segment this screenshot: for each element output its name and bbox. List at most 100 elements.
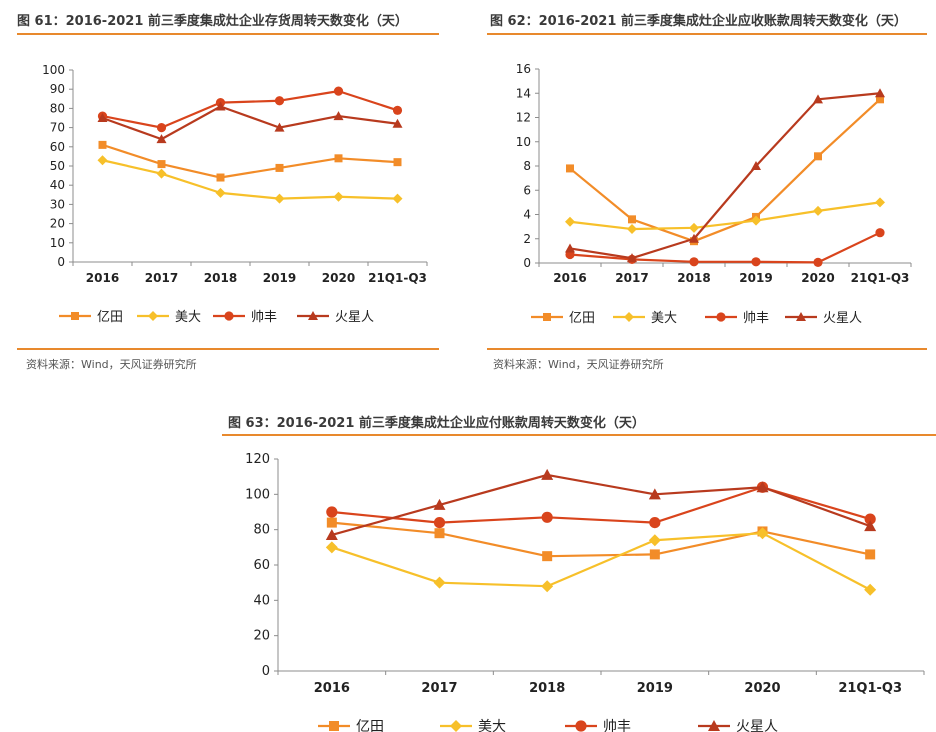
series-line-yitian bbox=[331, 521, 871, 558]
y-tick-label: 14 bbox=[516, 86, 531, 100]
y-tick-label: 60 bbox=[50, 140, 65, 154]
y-tick-label: 10 bbox=[516, 135, 531, 149]
series-line-yitian bbox=[102, 143, 398, 179]
x-tick-label: 2018 bbox=[204, 271, 237, 285]
legend-label-yitian: 亿田 bbox=[356, 719, 384, 732]
data-point-huoxingren bbox=[756, 481, 769, 493]
data-point-meida bbox=[875, 197, 885, 208]
data-point-meida bbox=[864, 583, 877, 596]
data-point-huoxingren bbox=[392, 118, 403, 128]
x-tick-label: 2019 bbox=[637, 681, 673, 696]
data-point-shuaifeng bbox=[864, 513, 876, 525]
legend-marker-meida bbox=[148, 311, 158, 321]
y-tick-label: 40 bbox=[253, 593, 270, 608]
data-point-meida bbox=[751, 215, 761, 226]
x-tick-label: 2019 bbox=[739, 271, 772, 285]
x-tick-label: 2020 bbox=[801, 271, 834, 285]
data-point-yitian bbox=[814, 152, 822, 161]
y-tick-label: 100 bbox=[42, 63, 65, 77]
legend-label-huoxingren: 火星人 bbox=[823, 311, 862, 326]
data-point-huoxingren bbox=[751, 161, 761, 170]
y-tick-label: 6 bbox=[523, 183, 531, 197]
legend-marker-huoxingren bbox=[308, 311, 318, 320]
legend-marker-shuaifeng bbox=[575, 720, 587, 732]
legend-label-huoxingren: 火星人 bbox=[736, 719, 778, 732]
data-point-yitian bbox=[98, 140, 107, 149]
data-point-shuaifeng bbox=[649, 517, 661, 529]
x-tick-label: 2019 bbox=[263, 271, 296, 285]
y-tick-label: 20 bbox=[253, 629, 270, 644]
data-point-huoxingren bbox=[864, 520, 877, 532]
legend-marker-yitian bbox=[71, 312, 79, 320]
y-tick-label: 0 bbox=[523, 256, 531, 270]
legend-label-shuaifeng: 帅丰 bbox=[251, 310, 277, 325]
figure-61-bottom-rule bbox=[17, 348, 439, 350]
legend-marker-yitian bbox=[329, 721, 339, 731]
legend-label-shuaifeng: 帅丰 bbox=[743, 311, 769, 326]
figure-62-bottom-rule bbox=[487, 348, 927, 350]
series-line-meida bbox=[102, 159, 398, 200]
data-point-yitian bbox=[434, 528, 445, 539]
figure-62-top-rule bbox=[487, 33, 927, 35]
data-point-huoxingren bbox=[433, 498, 446, 510]
series-line-meida bbox=[331, 532, 871, 591]
data-point-meida bbox=[689, 222, 699, 233]
y-tick-label: 0 bbox=[57, 255, 65, 269]
data-point-huoxingren bbox=[648, 488, 661, 500]
data-point-huoxingren bbox=[689, 233, 699, 243]
data-point-yitian bbox=[628, 215, 636, 224]
data-point-huoxingren bbox=[325, 528, 338, 540]
x-tick-label: 2020 bbox=[744, 681, 780, 696]
series-line-yitian bbox=[569, 98, 881, 243]
data-point-shuaifeng bbox=[813, 257, 823, 267]
y-tick-label: 60 bbox=[253, 558, 270, 573]
legend-label-meida: 美大 bbox=[651, 311, 677, 326]
data-point-huoxingren bbox=[565, 243, 575, 253]
y-tick-label: 90 bbox=[50, 82, 65, 96]
data-point-huoxingren bbox=[97, 113, 108, 122]
data-point-shuaifeng bbox=[433, 517, 446, 529]
data-point-shuaifeng bbox=[392, 105, 403, 115]
x-tick-label: 2017 bbox=[145, 271, 178, 285]
y-tick-label: 2 bbox=[523, 232, 531, 246]
data-point-yitian bbox=[649, 549, 660, 560]
data-point-shuaifeng bbox=[689, 257, 699, 267]
figure-61-title: 图 61：2016-2021 前三季度集成灶企业存货周转天数变化（天） bbox=[17, 14, 408, 29]
series-line-huoxingren bbox=[102, 105, 398, 141]
legend-label-meida: 美大 bbox=[478, 719, 506, 732]
series-line-meida bbox=[569, 201, 881, 231]
x-tick-label: 2017 bbox=[421, 681, 457, 696]
data-point-meida bbox=[648, 534, 661, 547]
legend-marker-meida bbox=[624, 312, 634, 322]
x-tick-label: 2018 bbox=[529, 681, 565, 696]
y-tick-label: 4 bbox=[523, 208, 531, 222]
x-tick-label: 2016 bbox=[86, 271, 119, 285]
y-tick-label: 100 bbox=[245, 487, 270, 502]
figure-62-title: 图 62：2016-2021 前三季度集成灶企业应收账款周转天数变化（天） bbox=[490, 14, 907, 29]
data-point-shuaifeng bbox=[751, 257, 761, 267]
figure-61-source: 资料来源：Wind，天风证券研究所 bbox=[26, 358, 197, 371]
y-tick-label: 40 bbox=[50, 178, 65, 192]
series-line-huoxingren bbox=[569, 92, 881, 260]
x-tick-label: 21Q1-Q3 bbox=[851, 271, 910, 285]
data-point-yitian bbox=[326, 517, 337, 528]
y-tick-label: 0 bbox=[262, 664, 270, 679]
x-tick-label: 2018 bbox=[677, 271, 710, 285]
y-tick-label: 12 bbox=[516, 111, 531, 125]
data-point-shuaifeng bbox=[541, 511, 553, 523]
figure-63-title: 图 63：2016-2021 前三季度集成灶企业应付账款周转天数变化（天） bbox=[228, 416, 645, 431]
figure-61-top-rule bbox=[17, 33, 439, 35]
x-tick-label: 2020 bbox=[322, 271, 355, 285]
y-tick-label: 70 bbox=[50, 121, 65, 135]
data-point-yitian bbox=[393, 158, 402, 167]
data-point-meida bbox=[156, 168, 167, 179]
legend-marker-huoxingren bbox=[708, 720, 720, 731]
legend-marker-meida bbox=[450, 720, 462, 732]
legend-label-shuaifeng: 帅丰 bbox=[603, 719, 631, 732]
data-point-huoxingren bbox=[333, 111, 344, 121]
data-point-shuaifeng bbox=[274, 96, 285, 106]
figure-61-chart: 0 10 20 30 40 50 60 70 80 90 100 2016 2017 2018 2019 20… bbox=[42, 63, 428, 325]
data-point-huoxingren bbox=[875, 88, 885, 98]
data-point-meida bbox=[97, 155, 108, 166]
figure-63-chart: 0 20 40 60 80 100 120 2016 2017 2018 2019 2020 21Q1-… bbox=[245, 452, 925, 732]
